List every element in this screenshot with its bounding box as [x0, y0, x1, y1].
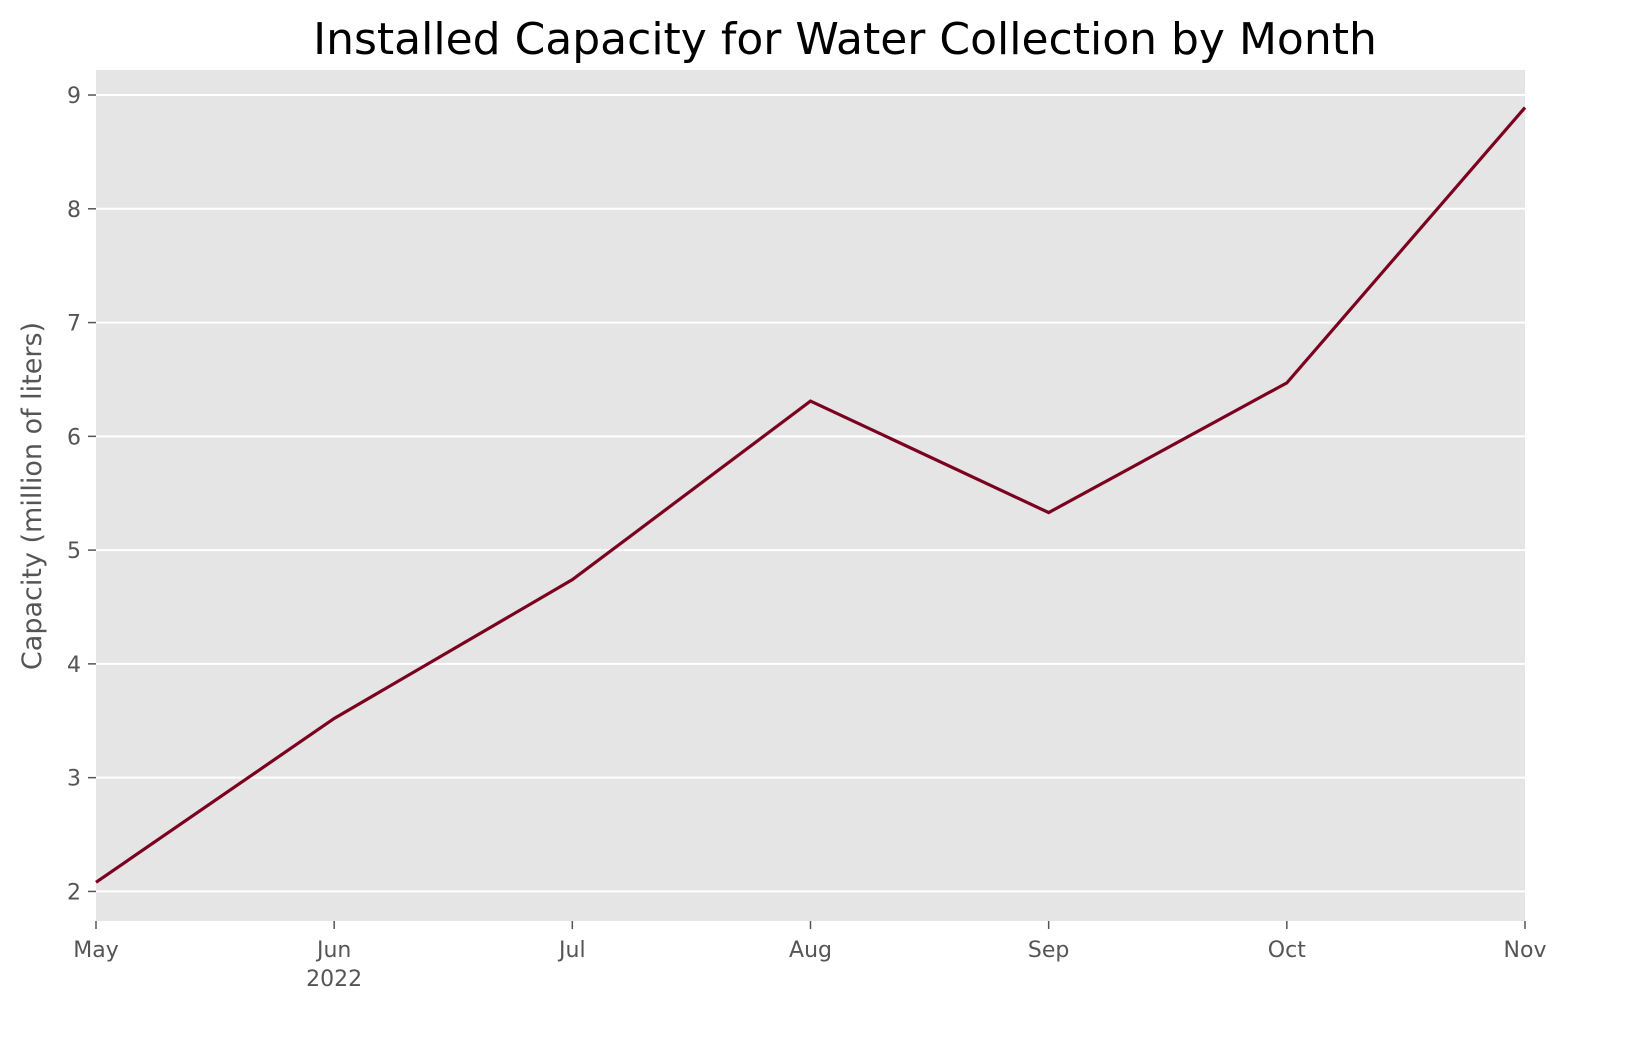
y-tick-label: 4: [67, 653, 81, 678]
x-tick-label: Jun: [315, 938, 351, 963]
x-tick-label: Nov: [1504, 938, 1547, 963]
chart-title: Installed Capacity for Water Collection …: [313, 14, 1377, 65]
y-axis: 2 3 4 5 6 7 8 9: [67, 84, 96, 905]
y-tick-label: 2: [67, 880, 81, 905]
y-tick-label: 8: [67, 198, 81, 223]
y-tick-label: 6: [67, 425, 81, 450]
x-tick-year-label: 2022: [306, 967, 362, 992]
plot-area: [96, 70, 1525, 921]
x-tick-label: May: [73, 938, 118, 963]
y-tick-label: 5: [67, 539, 81, 564]
series-line: [95, 106, 1527, 884]
x-tick-label: Oct: [1268, 938, 1306, 963]
x-tick-label: Aug: [789, 938, 832, 963]
y-tick-label: 7: [67, 312, 81, 337]
y-axis-label: Capacity (million of liters): [17, 322, 48, 670]
x-axis: May Jun 2022 Jul Aug Sep Oct Nov: [73, 921, 1546, 992]
y-tick-label: 9: [67, 84, 81, 109]
gridlines: [96, 94, 1525, 893]
series-group: [95, 106, 1527, 884]
x-tick-label: Sep: [1028, 938, 1069, 963]
y-tick-label: 3: [67, 767, 81, 792]
x-tick-label: Jul: [557, 938, 586, 963]
